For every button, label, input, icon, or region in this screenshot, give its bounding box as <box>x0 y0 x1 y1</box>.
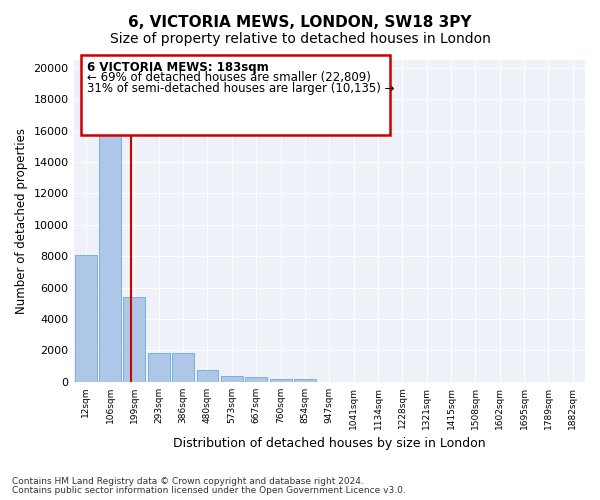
X-axis label: Distribution of detached houses by size in London: Distribution of detached houses by size … <box>173 437 485 450</box>
Bar <box>197 370 218 382</box>
Y-axis label: Number of detached properties: Number of detached properties <box>15 128 28 314</box>
Bar <box>269 380 292 382</box>
Bar <box>148 352 170 382</box>
Bar <box>294 380 316 382</box>
Text: 6 VICTORIA MEWS: 183sqm: 6 VICTORIA MEWS: 183sqm <box>87 61 269 74</box>
Bar <box>245 377 267 382</box>
Text: 6, VICTORIA MEWS, LONDON, SW18 3PY: 6, VICTORIA MEWS, LONDON, SW18 3PY <box>128 15 472 30</box>
Text: Size of property relative to detached houses in London: Size of property relative to detached ho… <box>110 32 490 46</box>
Text: Contains public sector information licensed under the Open Government Licence v3: Contains public sector information licen… <box>12 486 406 495</box>
Bar <box>75 254 97 382</box>
Bar <box>124 297 145 382</box>
Text: 31% of semi-detached houses are larger (10,135) →: 31% of semi-detached houses are larger (… <box>87 82 395 95</box>
Text: Contains HM Land Registry data © Crown copyright and database right 2024.: Contains HM Land Registry data © Crown c… <box>12 477 364 486</box>
Bar <box>172 352 194 382</box>
Bar <box>99 123 121 382</box>
Bar <box>221 376 243 382</box>
Text: ← 69% of detached houses are smaller (22,809): ← 69% of detached houses are smaller (22… <box>87 72 371 85</box>
